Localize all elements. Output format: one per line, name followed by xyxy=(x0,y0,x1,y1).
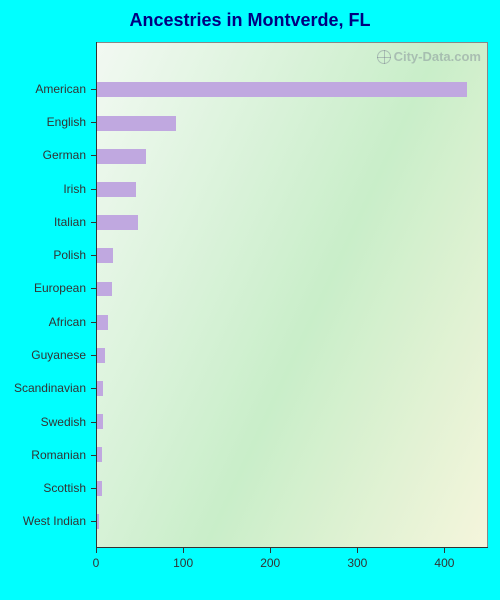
bar xyxy=(96,215,138,230)
y-tick xyxy=(91,388,96,389)
x-axis-label: 100 xyxy=(173,556,193,570)
y-axis xyxy=(96,42,97,548)
x-axis-label: 300 xyxy=(347,556,367,570)
bar xyxy=(96,348,105,363)
y-tick xyxy=(91,89,96,90)
y-axis-label: Italian xyxy=(12,215,86,229)
bar xyxy=(96,315,108,330)
y-axis-label: West Indian xyxy=(12,514,86,528)
bar xyxy=(96,182,136,197)
x-tick xyxy=(270,548,271,553)
x-tick xyxy=(444,548,445,553)
y-tick xyxy=(91,422,96,423)
y-tick xyxy=(91,355,96,356)
bar xyxy=(96,116,176,131)
y-tick xyxy=(91,288,96,289)
x-tick xyxy=(96,548,97,553)
y-axis-label: Guyanese xyxy=(12,348,86,362)
globe-icon xyxy=(377,50,391,64)
bar xyxy=(96,414,103,429)
y-axis-label: Romanian xyxy=(12,448,86,462)
y-axis-label: English xyxy=(12,115,86,129)
y-tick xyxy=(91,155,96,156)
y-tick xyxy=(91,455,96,456)
bar xyxy=(96,381,103,396)
chart-area: City-Data.com American English German Irish… xyxy=(12,42,488,580)
y-tick xyxy=(91,521,96,522)
y-tick xyxy=(91,255,96,256)
bar xyxy=(96,282,112,297)
bar xyxy=(96,248,113,263)
bar xyxy=(96,149,146,164)
y-axis-label: Swedish xyxy=(12,415,86,429)
watermark: City-Data.com xyxy=(377,49,481,64)
y-axis-label: European xyxy=(12,281,86,295)
y-tick xyxy=(91,322,96,323)
y-tick xyxy=(91,189,96,190)
y-tick xyxy=(91,488,96,489)
watermark-text: City-Data.com xyxy=(394,49,481,64)
x-tick xyxy=(183,548,184,553)
y-tick xyxy=(91,222,96,223)
plot-area: City-Data.com xyxy=(96,42,488,548)
y-axis-label: Irish xyxy=(12,182,86,196)
y-axis-label: African xyxy=(12,315,86,329)
y-axis-label: Scottish xyxy=(12,481,86,495)
y-axis-label: American xyxy=(12,82,86,96)
y-axis-label: German xyxy=(12,148,86,162)
x-axis-label: 200 xyxy=(260,556,280,570)
y-axis-label: Polish xyxy=(12,248,86,262)
x-axis-label: 0 xyxy=(93,556,100,570)
y-tick xyxy=(91,122,96,123)
bar xyxy=(96,82,467,97)
chart-title: Ancestries in Montverde, FL xyxy=(0,0,500,31)
y-axis-label: Scandinavian xyxy=(12,381,86,395)
x-axis xyxy=(96,547,488,548)
x-tick xyxy=(357,548,358,553)
x-axis-label: 400 xyxy=(434,556,454,570)
